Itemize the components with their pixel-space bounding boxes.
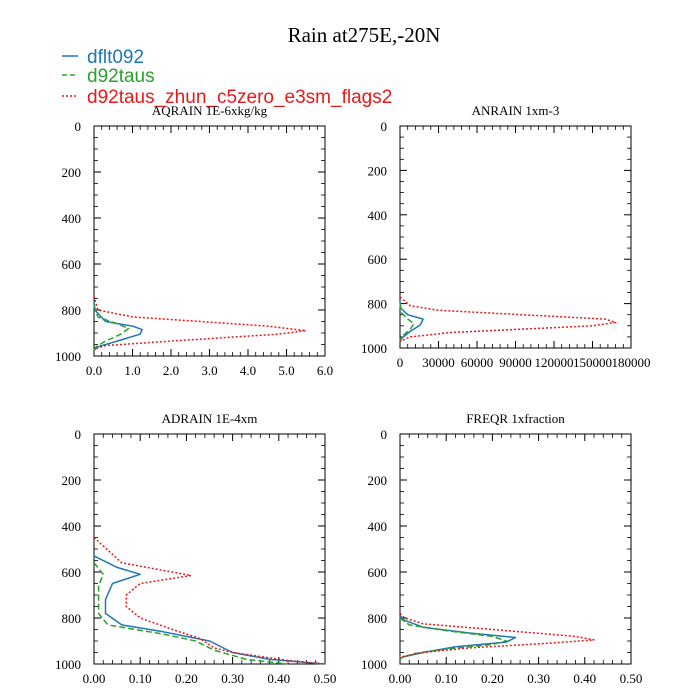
legend-item-dflt092: dflt092 [62,47,144,68]
panel-3-frame [93,433,326,665]
panel-1-ytick-label: 1000 [55,349,81,364]
panel-4-xtick-label: 0.20 [481,671,504,686]
panel-2: ANRAIN 1xm-3 0 30000 60000 90000 120000 150000… [361,103,651,370]
panel-3-series-d92taus-zhun-c5zero-e3sm-flags2 [93,536,326,665]
panel-1-xtick-label: 0.0 [86,363,102,378]
panel-2-ytick-label: 0 [381,119,388,134]
panel-3-ytick-label: 1000 [55,657,81,672]
panel-2-ytick-label: 800 [368,297,388,312]
panel-3-ytick-label: 200 [62,473,82,488]
panel-3-xtick-label: 0.50 [314,671,337,686]
panel-4: FREQR 1xfraction 0.00 0.10 0.20 0.30 0.40 0.50… [361,411,642,686]
panel-2-series-d92taus [399,303,415,343]
panel-3: ADRAIN 1E-4xm 0.00 0.10 0.20 0.30 0.40 0.50 0 20… [55,411,336,686]
panel-1-ytick-label: 400 [62,211,82,226]
panel-2-xtick-label: 30000 [422,355,455,370]
panel-1-ytick-label: 800 [62,303,82,318]
panel-3-ytick-label: 600 [62,565,82,580]
panel-2-frame [399,125,632,349]
legend-label-d92taus-zhun: d92taus_zhun_c5zero_e3sm_flags2 [87,87,392,108]
panel-4-ytick-label: 800 [368,611,388,626]
panel-2-xtick-label: 90000 [499,355,532,370]
panel-1-xtick-label: 5.0 [278,363,294,378]
panel-2-xtick-label: 150000 [573,355,612,370]
panel-3-ytick-label: 400 [62,519,82,534]
legend-label-d92taus: d92taus [87,66,155,87]
panel-3-title: ADRAIN 1E-4xm [162,411,258,426]
panel-2-xtick-label: 0 [397,355,404,370]
panel-3-xtick-label: 0.40 [267,671,290,686]
figure-title: Rain at275E,-20N [288,23,441,47]
panel-4-series-d92taus-zhun-c5zero-e3sm-flags2 [399,612,595,658]
panel-3-ytick-label: 800 [62,611,82,626]
panel-1-title: AQRAIN 1E-6xkg/kg [152,103,268,118]
panel-3-series-d92taus [93,562,289,665]
panel-2-title: ANRAIN 1xm-3 [472,103,560,118]
panel-1-ytick-label: 0 [75,119,82,134]
panel-1-xtick-label: 3.0 [201,363,217,378]
panel-4-title: FREQR 1xfraction [466,411,565,426]
panel-2-xtick-label: 60000 [461,355,494,370]
panel-2-xtick-label: 120000 [535,355,574,370]
panel-3-xtick-label: 0.00 [83,671,106,686]
panel-4-ytick-label: 0 [381,427,388,442]
panel-4-xtick-label: 0.50 [620,671,643,686]
panel-1-frame [93,125,326,357]
panel-2-ytick-label: 200 [368,163,388,178]
panel-4-ytick-label: 1000 [361,657,387,672]
panel-2-xtick-label: 180000 [612,355,651,370]
panel-1-ytick-label: 600 [62,257,82,272]
panel-1-xtick-label: 1.0 [124,363,140,378]
panel-1-series-d92taus-zhun-c5zero-e3sm-flags2 [93,296,307,350]
panel-4-ytick-label: 600 [368,565,388,580]
legend-label-dflt092: dflt092 [87,47,144,68]
panels-container: AQRAIN 1E-6xkg/kg 0.0 1.0 2.0 3.0 4.0 5.0 6.0 0 2… [55,103,651,686]
panel-1: AQRAIN 1E-6xkg/kg 0.0 1.0 2.0 3.0 4.0 5.0 6.0 0 2… [55,103,333,378]
panel-4-series-d92taus [399,617,508,660]
panel-4-xtick-label: 0.30 [527,671,550,686]
panel-1-xtick-label: 2.0 [163,363,179,378]
panel-3-xtick-label: 0.20 [175,671,198,686]
panel-1-ytick-label: 200 [62,165,82,180]
panel-4-xtick-label: 0.10 [435,671,458,686]
panel-2-series-d92taus-zhun-c5zero-e3sm-flags2 [399,296,617,342]
legend: dflt092 d92taus d92taus_zhun_c5zero_e3sm… [62,47,392,108]
panel-4-ytick-label: 200 [368,473,388,488]
panel-2-ytick-label: 1000 [361,341,387,356]
panel-4-xtick-label: 0.00 [389,671,412,686]
panel-4-ytick-label: 400 [368,519,388,534]
panel-2-series-dflt092 [399,301,424,343]
panel-1-xtick-label: 6.0 [317,363,333,378]
panel-4-xtick-label: 0.40 [573,671,596,686]
panel-1-xtick-label: 4.0 [240,363,256,378]
panel-2-ytick-label: 400 [368,208,388,223]
panel-3-xtick-label: 0.10 [129,671,152,686]
panel-1-series-dflt092 [93,300,143,351]
panel-3-ytick-label: 0 [75,427,82,442]
panel-3-xtick-label: 0.30 [221,671,244,686]
legend-item-d92taus: d92taus [62,66,155,87]
legend-item-d92taus-zhun: d92taus_zhun_c5zero_e3sm_flags2 [62,87,392,108]
panel-4-series-dflt092 [399,615,517,660]
panel-1-series-d92taus [93,305,130,351]
panel-2-ytick-label: 600 [368,252,388,267]
